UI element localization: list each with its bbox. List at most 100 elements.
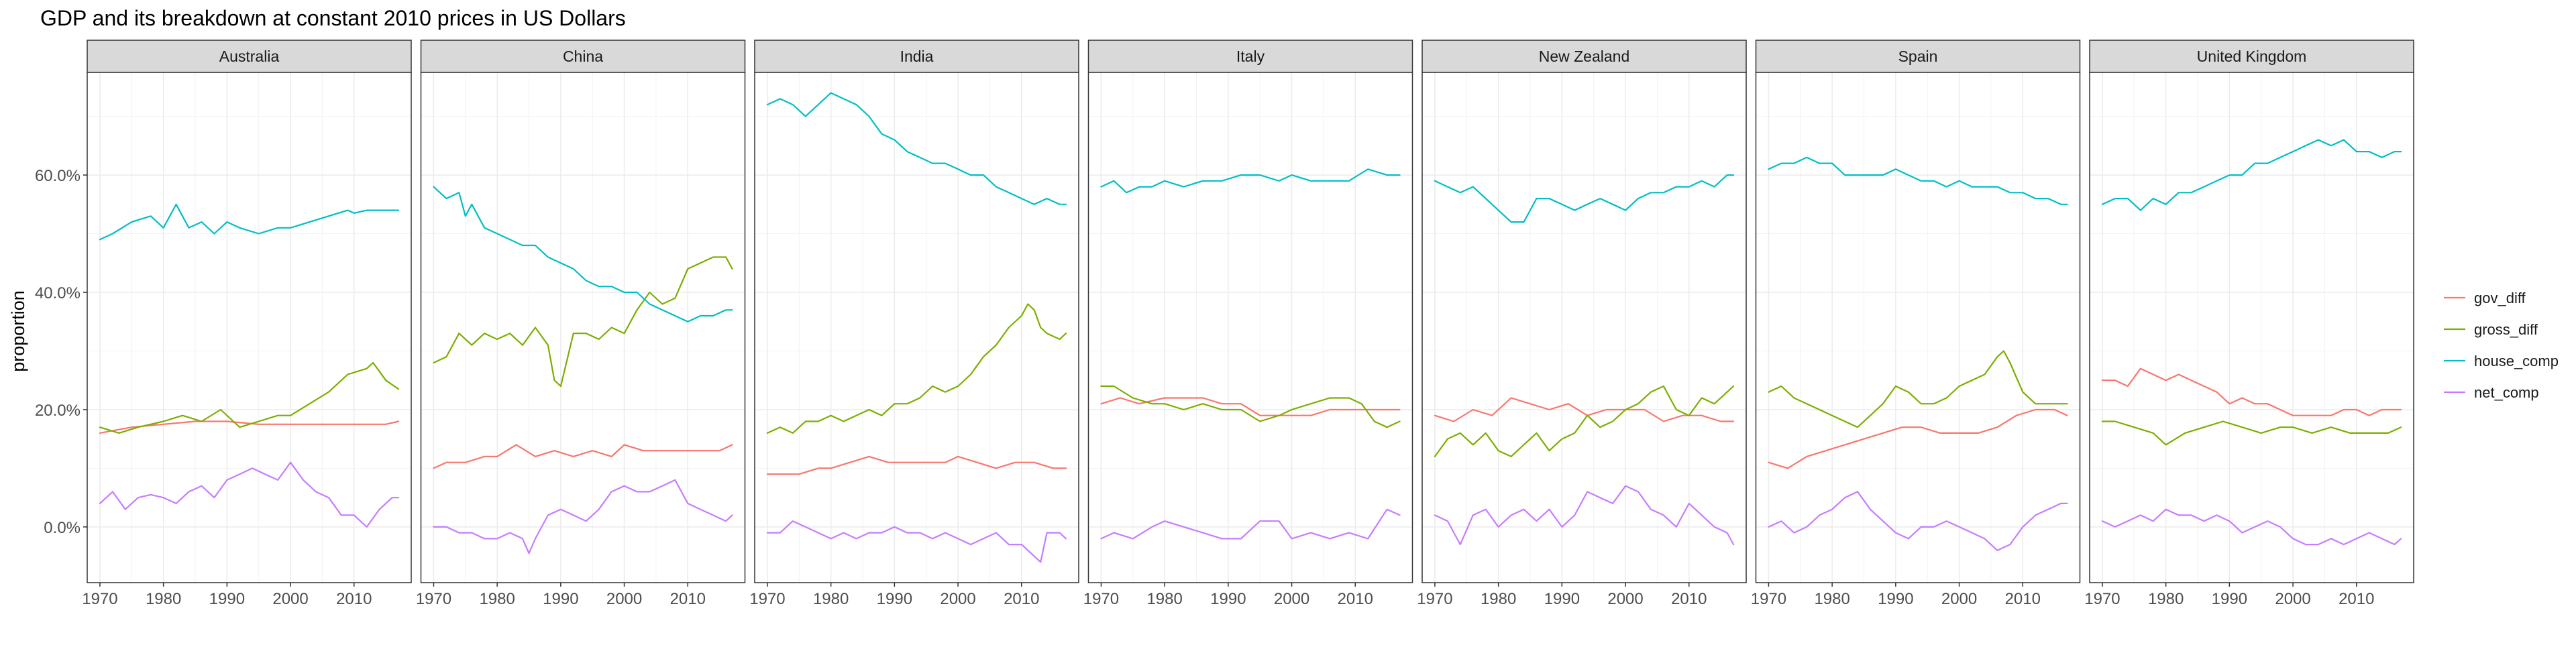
x-tick-label: 2000 <box>1274 590 1309 608</box>
x-tick-label: 1970 <box>1083 590 1119 608</box>
x-tick-label: 1970 <box>1417 590 1452 608</box>
x-tick-label: 1970 <box>1751 590 1786 608</box>
panel-background <box>421 72 745 583</box>
y-tick-label: 60.0% <box>35 167 80 185</box>
series-line-net-comp <box>1100 508 1401 540</box>
x-tick-label: 1990 <box>2212 590 2247 608</box>
series-line-gov-diff <box>766 455 1067 475</box>
series-line-gov-diff <box>99 420 400 434</box>
panel-background <box>1088 72 1413 583</box>
series-line-house-comp <box>1768 156 2068 205</box>
y-tick-label: 40.0% <box>35 284 80 302</box>
x-tick-label: 2000 <box>2275 590 2310 608</box>
facet-panel: New Zealand 1970 1980 1990 2000 2010 <box>1417 40 1747 608</box>
x-tick-label: 1980 <box>1814 590 1849 608</box>
x-tick-label: 2010 <box>1004 590 1039 608</box>
series-line-house-comp <box>99 203 400 241</box>
facet-strip-label: Italy <box>1236 48 1265 65</box>
x-tick-label: 2000 <box>940 590 975 608</box>
panel-border <box>1755 72 2081 583</box>
x-tick-label: 1980 <box>146 590 181 608</box>
x-tick-label: 1970 <box>416 590 451 608</box>
series-line-gross-diff <box>433 256 733 388</box>
panel-background <box>1756 72 2080 583</box>
panel-background <box>87 72 411 583</box>
facet-panel: United Kingdom 1970 1980 1990 2000 2010 <box>2084 40 2414 608</box>
legend-label: net_comp <box>2474 384 2539 401</box>
panel-border <box>420 72 746 583</box>
series-line-gross-diff <box>99 361 400 434</box>
legend: gov_diff gross_diff house_comp net_comp <box>2442 286 2559 404</box>
x-tick-label: 1980 <box>1481 590 1516 608</box>
panel-border <box>754 72 1079 583</box>
series-line-gross-diff <box>1768 350 2068 428</box>
series-line-gross-diff <box>2101 420 2402 446</box>
x-tick-label: 1980 <box>2148 590 2184 608</box>
series-line-gov-diff <box>1100 397 1401 416</box>
x-tick-label: 2010 <box>1671 590 1707 608</box>
legend-item: gross_diff <box>2442 317 2538 341</box>
facet-strip-label: United Kingdom <box>2197 48 2307 65</box>
series-line-house-comp <box>766 92 1067 205</box>
x-tick-label: 1980 <box>813 590 849 608</box>
series-line-net-comp <box>1768 491 2068 552</box>
series-line-net-comp <box>2101 508 2402 546</box>
facet-strip <box>2089 40 2414 73</box>
x-tick-label: 1970 <box>749 590 785 608</box>
y-tick-label: 20.0% <box>35 402 80 420</box>
series-line-gross-diff <box>1434 385 1735 458</box>
x-tick-label: 2010 <box>670 590 706 608</box>
series-line-net-comp <box>433 479 733 554</box>
x-tick-label: 2000 <box>1941 590 1977 608</box>
x-tick-label: 1990 <box>543 590 578 608</box>
facet-panel: China 1970 1980 1990 2000 2010 <box>416 40 746 608</box>
panel-border <box>1087 72 1413 583</box>
facet-strip-label: India <box>900 48 934 65</box>
facet-panel: Italy 1970 1980 1990 2000 2010 <box>1083 40 1413 608</box>
series-line-gross-diff <box>1100 385 1401 428</box>
panel-background <box>755 72 1079 583</box>
facet-panel: Australia 1970 1980 1990 2000 2010 <box>82 40 412 608</box>
x-tick-label: 2010 <box>2339 590 2374 608</box>
series-line-gov-diff <box>433 444 733 469</box>
x-tick-label: 2010 <box>2005 590 2041 608</box>
x-tick-label: 2010 <box>336 590 372 608</box>
series-line-net-comp <box>766 520 1067 563</box>
x-tick-label: 1990 <box>1544 590 1580 608</box>
panel-border <box>87 72 412 583</box>
x-tick-label: 1970 <box>2084 590 2120 608</box>
facet-strip-label: Australia <box>219 48 280 65</box>
panel-border <box>1421 72 1747 583</box>
series-line-house-comp <box>433 186 733 322</box>
series-line-net-comp <box>99 461 400 528</box>
facet-strip <box>1087 40 1413 73</box>
x-tick-label: 2000 <box>1607 590 1643 608</box>
panel-border <box>2089 72 2414 583</box>
x-tick-label: 2010 <box>1338 590 1373 608</box>
legend-label: gross_diff <box>2474 321 2538 338</box>
series-line-house-comp <box>2101 139 2402 211</box>
series-line-gov-diff <box>2101 367 2402 416</box>
series-line-gov-diff <box>1768 408 2068 469</box>
series-line-net-comp <box>1434 485 1735 546</box>
x-tick-label: 1980 <box>479 590 515 608</box>
x-tick-label: 1970 <box>82 590 117 608</box>
series-line-house-comp <box>1434 174 1735 223</box>
x-tick-label: 1990 <box>1210 590 1246 608</box>
facet-panels: 0.0% 20.0% 40.0% 60.0% Australia 1970 1980 1990… <box>35 40 2414 608</box>
x-tick-label: 1990 <box>209 590 245 608</box>
x-tick-label: 2000 <box>606 590 642 608</box>
facet-strip <box>1755 40 2081 73</box>
x-tick-label: 2000 <box>272 590 308 608</box>
y-tick-label: 0.0% <box>44 519 80 537</box>
legend-label: house_comp <box>2474 353 2559 369</box>
y-axis-title: proportion <box>8 290 28 372</box>
facet-strip-label: New Zealand <box>1539 48 1630 65</box>
legend-item: net_comp <box>2442 380 2539 404</box>
facet-panel: Spain 1970 1980 1990 2000 2010 <box>1751 40 2081 608</box>
facet-strip <box>420 40 746 73</box>
facet-panel: India 1970 1980 1990 2000 2010 <box>749 40 1079 608</box>
legend-item: house_comp <box>2442 349 2559 373</box>
facet-strip-label: China <box>563 48 603 65</box>
